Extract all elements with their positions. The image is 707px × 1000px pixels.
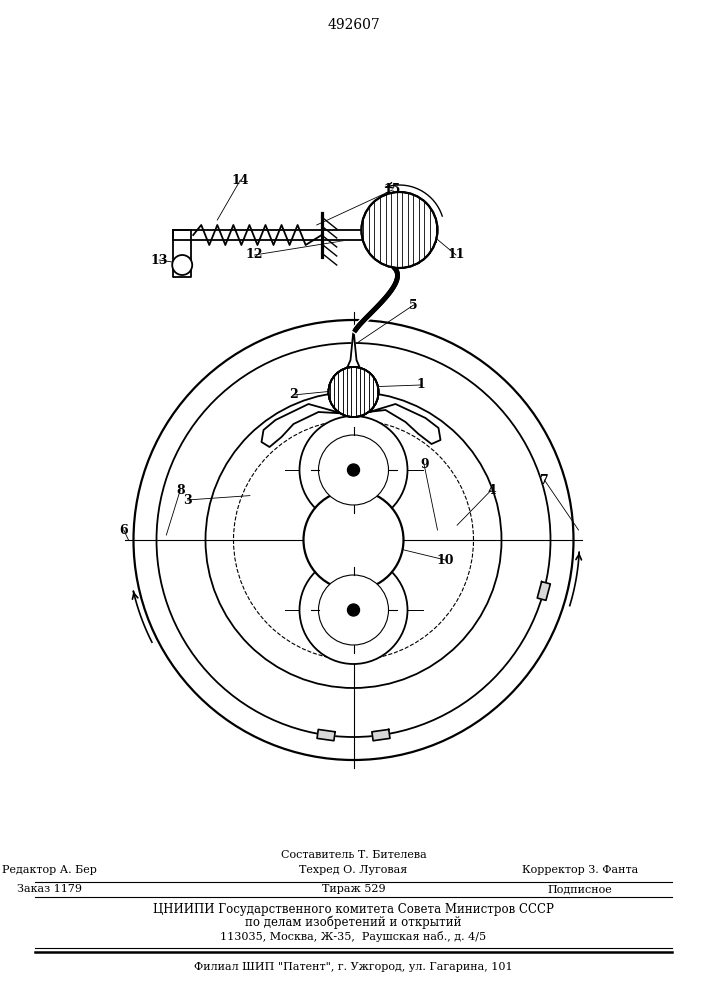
Circle shape (173, 255, 192, 275)
Text: 13: 13 (151, 253, 168, 266)
Text: Заказ 1179: Заказ 1179 (17, 884, 82, 894)
Text: 2: 2 (289, 388, 298, 401)
Circle shape (300, 416, 407, 524)
Polygon shape (346, 404, 440, 444)
Text: Корректор З. Фанта: Корректор З. Фанта (522, 865, 638, 875)
Text: 5: 5 (409, 299, 418, 312)
Text: Тираж 529: Тираж 529 (322, 884, 385, 894)
Text: Филиал ШИП "Патент", г. Ужгород, ул. Гагарина, 101: Филиал ШИП "Патент", г. Ужгород, ул. Гаг… (194, 962, 513, 972)
Circle shape (348, 464, 359, 476)
Circle shape (329, 367, 378, 417)
Text: Редактор А. Бер: Редактор А. Бер (2, 865, 97, 875)
Circle shape (318, 575, 389, 645)
Polygon shape (173, 230, 369, 240)
Text: 4: 4 (487, 484, 496, 497)
Text: 14: 14 (232, 174, 249, 187)
Text: 10: 10 (437, 553, 454, 566)
Circle shape (348, 604, 359, 616)
Text: 11: 11 (448, 248, 464, 261)
Text: 7: 7 (540, 474, 549, 487)
Polygon shape (173, 230, 191, 277)
Polygon shape (348, 330, 359, 367)
Text: 15: 15 (384, 183, 401, 196)
Text: 6: 6 (119, 524, 128, 536)
Polygon shape (537, 582, 550, 600)
Circle shape (329, 367, 378, 417)
Polygon shape (262, 404, 361, 447)
Polygon shape (372, 729, 390, 741)
Circle shape (318, 435, 389, 505)
Circle shape (303, 490, 404, 590)
Text: ЦНИИПИ Государственного комитета Совета Министров СССР: ЦНИИПИ Государственного комитета Совета … (153, 902, 554, 916)
Circle shape (300, 556, 407, 664)
Circle shape (361, 192, 438, 268)
Text: 3: 3 (183, 493, 192, 506)
Text: 1: 1 (416, 378, 425, 391)
Text: 492607: 492607 (327, 18, 380, 32)
Text: по делам изобретений и открытий: по делам изобретений и открытий (245, 915, 462, 929)
Text: 113035, Москва, Ж-35,  Раушская наб., д. 4/5: 113035, Москва, Ж-35, Раушская наб., д. … (221, 932, 486, 942)
Text: 8: 8 (176, 484, 185, 497)
Text: Подписное: Подписное (547, 884, 612, 894)
Text: Техред О. Луговая: Техред О. Луговая (299, 865, 408, 875)
Polygon shape (317, 729, 335, 741)
Text: 12: 12 (246, 248, 263, 261)
Text: Составитель Т. Бителева: Составитель Т. Бителева (281, 850, 426, 860)
Text: 9: 9 (420, 458, 428, 472)
